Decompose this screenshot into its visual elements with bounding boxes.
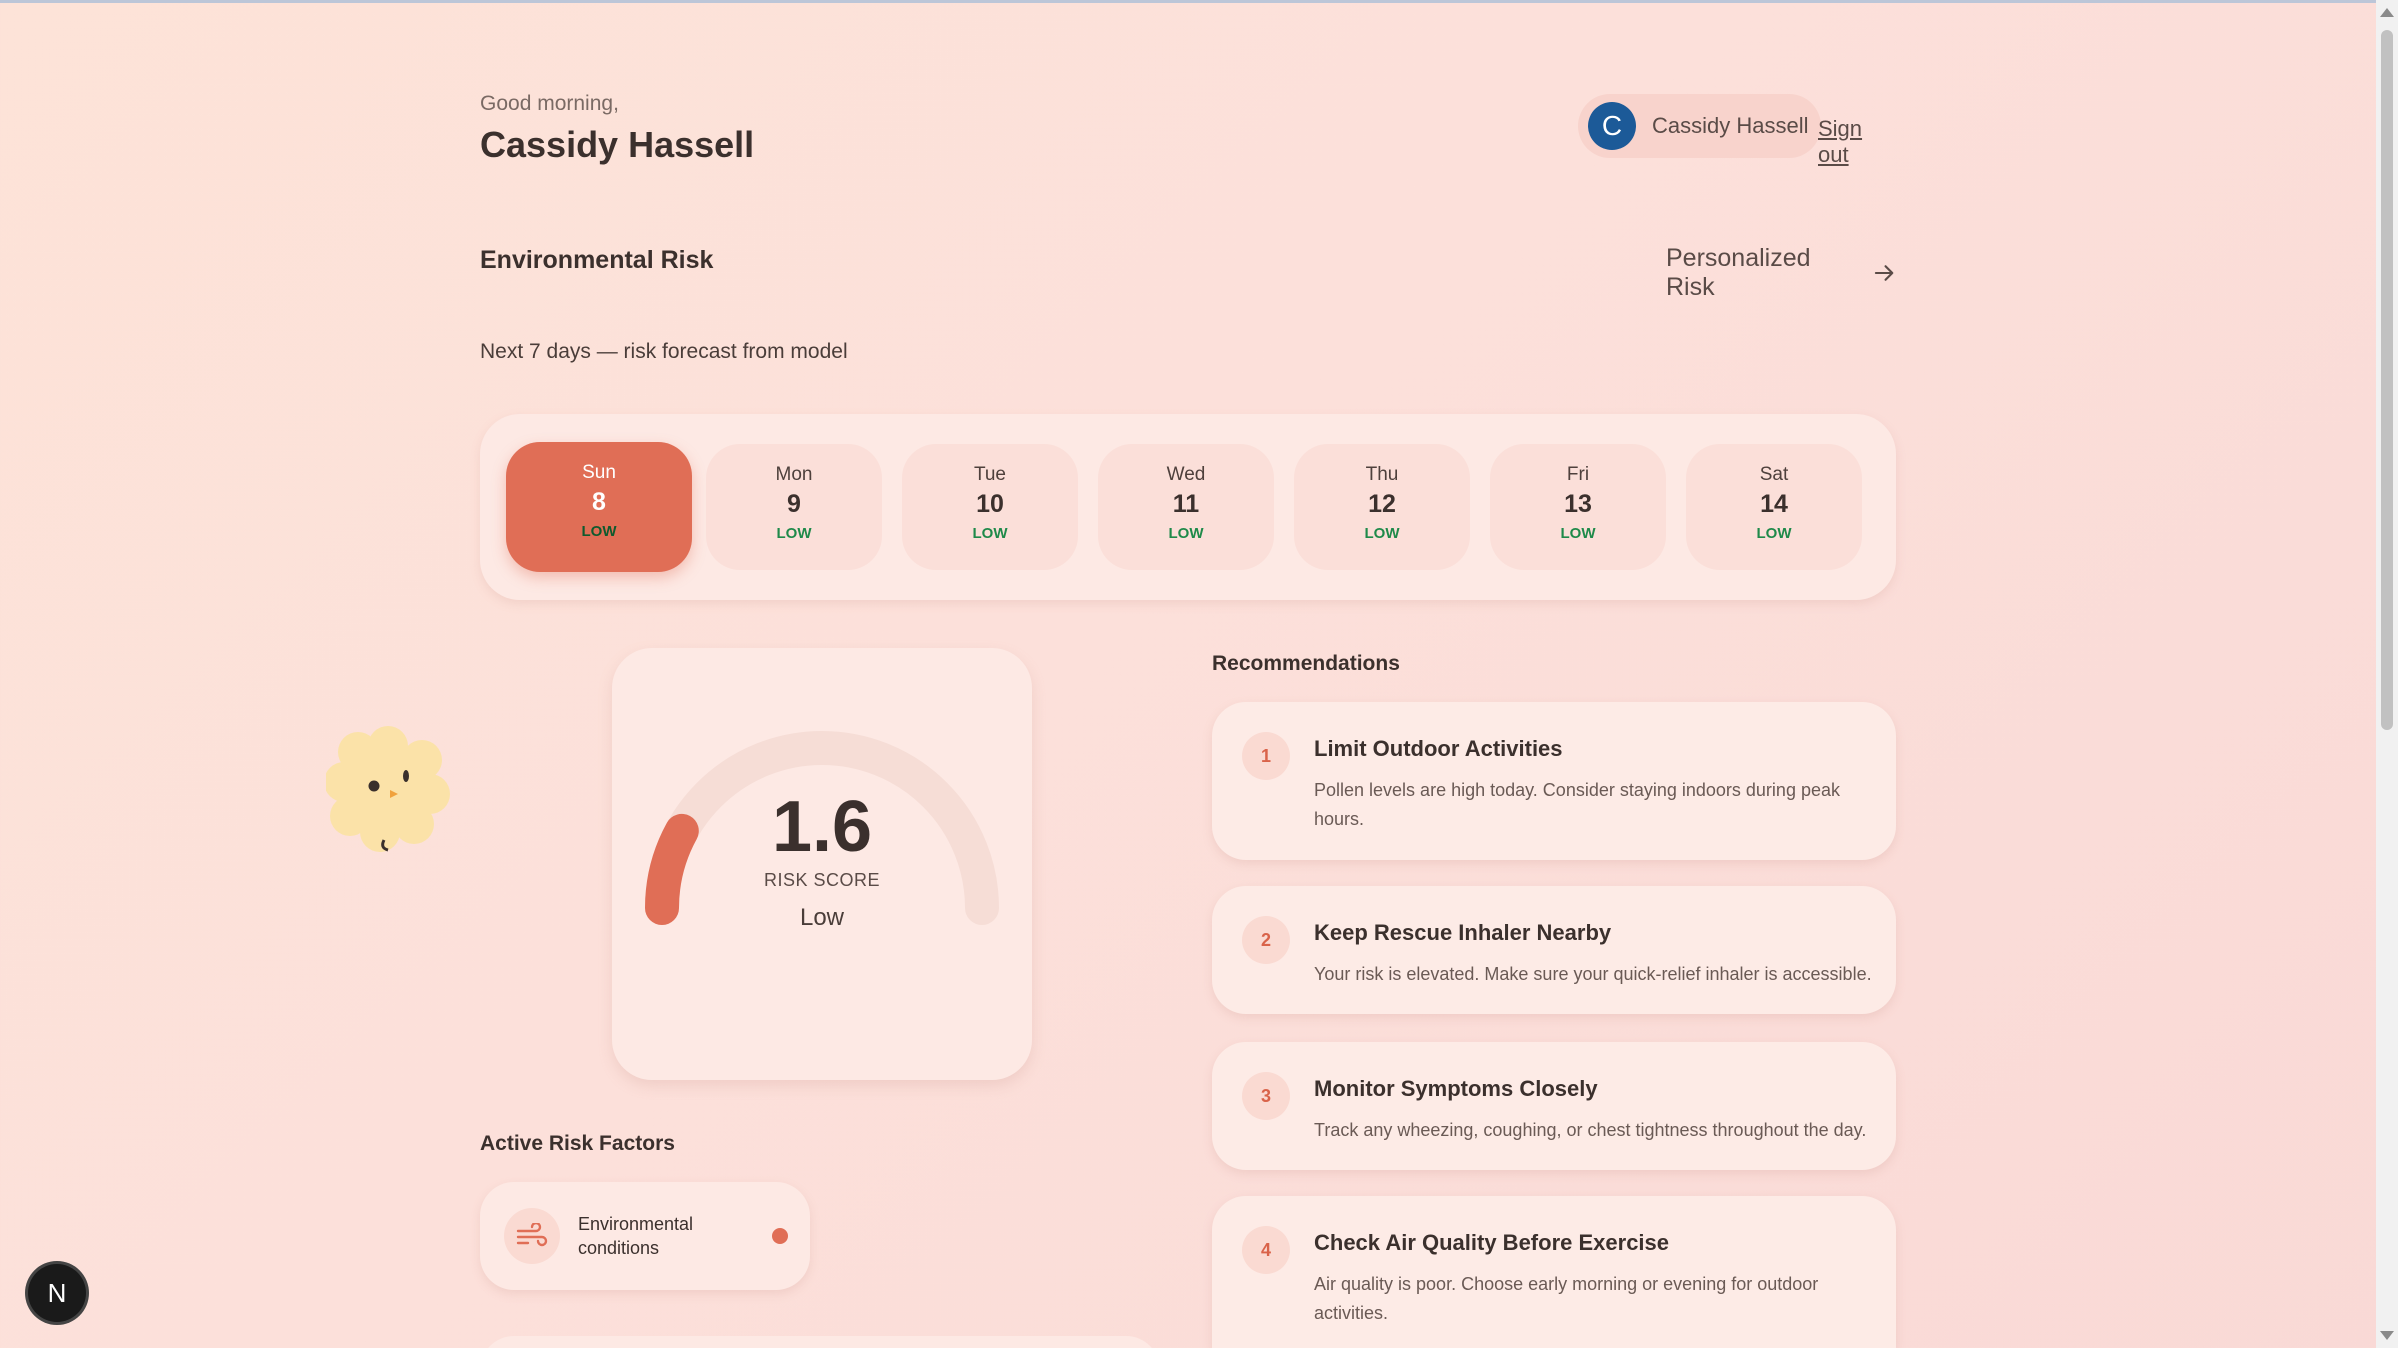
sign-out-link[interactable]: Sign out [1818,116,1863,167]
personalized-risk-label: Personalized Risk [1666,244,1811,301]
greeting-text: Good morning, [480,92,619,115]
section-title: Environmental Risk [480,246,714,274]
day-number: 11 [1172,490,1200,518]
risk-factor-label: Environmental conditions [578,1214,694,1258]
recommendation-number: 3 [1242,1072,1290,1120]
risk-factor-item[interactable]: Environmental conditions [480,1182,810,1290]
day-name: Sun [582,462,616,483]
flower-mascot-icon [326,726,450,852]
recommendation-card[interactable]: 4 Check Air Quality Before Exercise Air … [1212,1196,1896,1348]
risk-gauge [645,731,999,925]
recommendation-title: Keep Rescue Inhaler Nearby [1314,920,1612,945]
day-tab-sun[interactable]: Sun 8 LOW [506,442,692,572]
recommendation-description: Air quality is poor. Choose early mornin… [1314,1274,1819,1323]
user-chip[interactable]: C Cassidy Hassell [1578,94,1821,158]
day-number: 9 [787,490,801,518]
scroll-up-icon[interactable] [2380,8,2394,17]
day-risk-level: LOW [1560,525,1596,542]
day-number: 8 [592,488,606,516]
user-name-heading: Cassidy Hassell [480,124,755,165]
risk-score-value: 1.6 [771,787,873,867]
recommendation-card[interactable]: 1 Limit Outdoor Activities Pollen levels… [1212,702,1896,860]
risk-score-level: Low [799,904,845,931]
recommendation-description: Your risk is elevated. Make sure your qu… [1314,964,1872,984]
recommendation-description: Pollen levels are high today. Consider s… [1314,780,1840,829]
recommendation-description: Track any wheezing, coughing, or chest t… [1314,1120,1867,1140]
day-tab-tue[interactable]: Tue 10 LOW [902,444,1078,570]
risk-gauge-card: 1.6 RISK SCORE Low [612,648,1032,1080]
recommendation-number: 1 [1242,732,1290,780]
recommendation-card[interactable]: 2 Keep Rescue Inhaler Nearby Your risk i… [1212,886,1896,1014]
user-chip-name: Cassidy Hassell [1652,113,1809,138]
personalized-risk-link[interactable]: Personalized Risk [1666,244,1896,302]
avatar: C [1588,102,1636,150]
day-risk-level: LOW [581,523,617,540]
day-number: 12 [1368,490,1396,518]
day-name: Tue [973,464,1007,485]
day-number: 14 [1760,490,1788,518]
scroll-down-icon[interactable] [2380,1331,2394,1340]
partial-card [480,1336,1160,1348]
day-risk-level: LOW [1756,525,1792,542]
dev-tools-badge[interactable]: N [28,1264,86,1322]
day-tab-fri[interactable]: Fri 13 LOW [1490,444,1666,570]
risk-score-label: RISK SCORE [763,870,881,890]
scrollbar-thumb[interactable] [2381,30,2393,730]
recommendations-title: Recommendations [1212,652,1400,675]
day-name: Fri [1566,464,1590,485]
day-tab-sat[interactable]: Sat 14 LOW [1686,444,1862,570]
forecast-days-card: Sun 8 LOW Mon 9 LOW Tue 10 LOW Wed 11 LO… [480,414,1896,600]
day-name: Thu [1365,464,1399,485]
day-name: Sat [1759,464,1789,485]
risk-factors-title: Active Risk Factors [480,1132,675,1155]
recommendation-title: Monitor Symptoms Closely [1314,1076,1598,1101]
recommendation-number: 4 [1242,1226,1290,1274]
wind-icon [504,1208,560,1264]
day-tab-thu[interactable]: Thu 12 LOW [1294,444,1470,570]
forecast-note: Next 7 days — risk forecast from model [480,340,848,363]
recommendation-number: 2 [1242,916,1290,964]
day-number: 13 [1564,490,1592,518]
arrow-right-icon [1874,265,1894,281]
day-name: Mon [775,464,813,485]
gauge-fill [645,813,699,925]
day-tab-mon[interactable]: Mon 9 LOW [706,444,882,570]
recommendation-title: Limit Outdoor Activities [1314,736,1563,761]
risk-factor-status-dot [772,1228,788,1244]
day-risk-level: LOW [1364,525,1400,542]
day-risk-level: LOW [1168,525,1204,542]
day-number: 10 [976,490,1004,518]
day-risk-level: LOW [972,525,1008,542]
recommendation-title: Check Air Quality Before Exercise [1314,1230,1670,1255]
top-border [0,0,2398,3]
day-tab-wed[interactable]: Wed 11 LOW [1098,444,1274,570]
day-name: Wed [1166,464,1206,485]
recommendation-card[interactable]: 3 Monitor Symptoms Closely Track any whe… [1212,1042,1896,1170]
page-scrollbar[interactable] [2376,0,2398,1348]
day-risk-level: LOW [776,525,812,542]
